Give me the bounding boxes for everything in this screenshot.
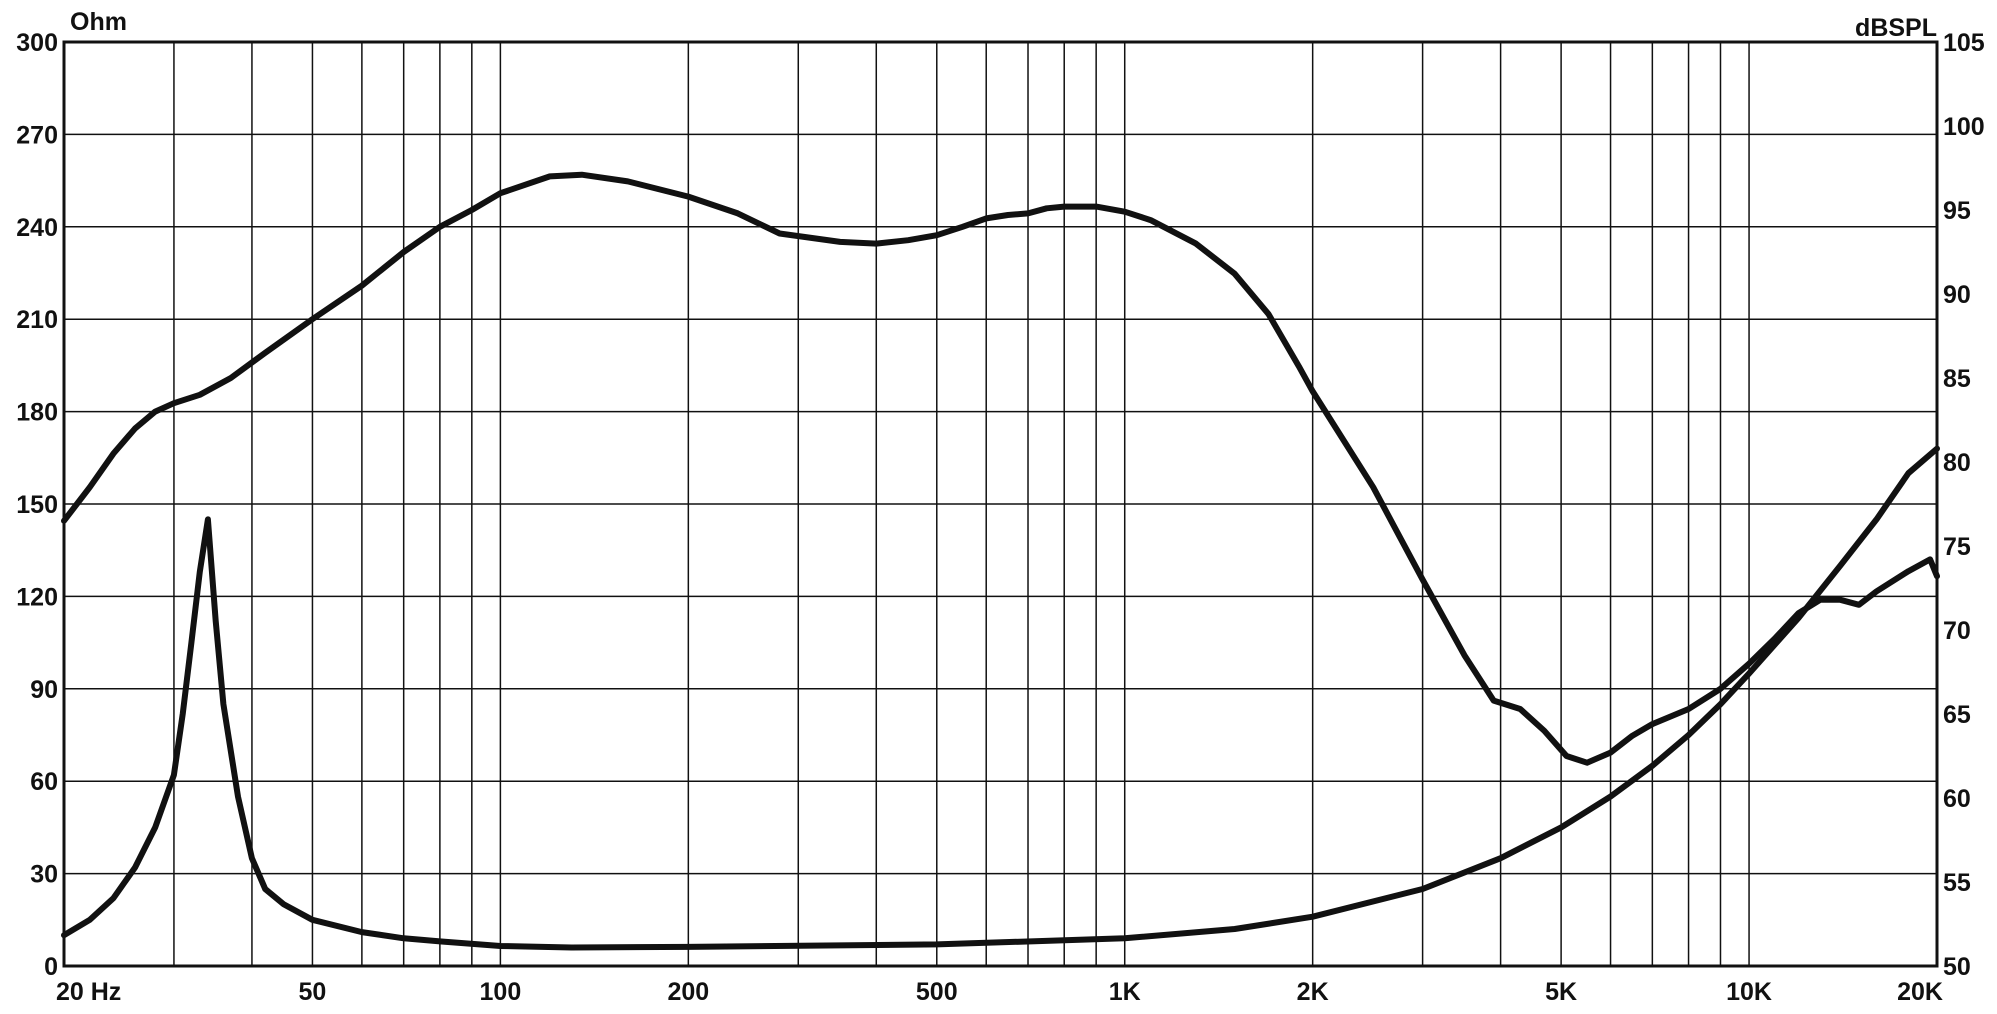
left-axis-tick-label: 30 <box>30 861 58 889</box>
x-axis-tick-label: 2K <box>1297 978 1329 1006</box>
spl-response-line <box>61 171 1940 766</box>
axis-labels: Ohm dBSPL 0 30 60 90 120 150 180 210 240 270 300 50… <box>16 8 1985 1006</box>
right-axis-unit: dBSPL <box>1855 14 1937 42</box>
right-axis-tick-label: 105 <box>1943 29 1985 57</box>
left-axis-tick-label: 180 <box>16 399 58 427</box>
x-axis-tick-label: 20K <box>1897 978 1943 1006</box>
left-axis-tick-label: 210 <box>16 306 58 334</box>
left-axis-tick-label: 120 <box>16 583 58 611</box>
x-axis-tick-label: 20 Hz <box>56 978 121 1006</box>
x-axis-tick-label: 50 <box>299 978 327 1006</box>
right-axis-tick-label: 100 <box>1943 113 1985 141</box>
left-axis-tick-label: 240 <box>16 214 58 242</box>
left-axis-tick-label: 150 <box>16 491 58 519</box>
right-axis-tick-label: 75 <box>1943 533 1971 561</box>
right-axis-tick-label: 85 <box>1943 365 1971 393</box>
x-axis-tick-label: 10K <box>1726 978 1772 1006</box>
left-axis-unit: Ohm <box>70 8 127 36</box>
right-axis-tick-label: 80 <box>1943 449 1971 477</box>
right-axis-tick-label: 90 <box>1943 281 1971 309</box>
left-axis-tick-label: 60 <box>30 768 58 796</box>
left-axis-tick-label: 270 <box>16 121 58 149</box>
right-axis-tick-label: 65 <box>1943 701 1971 729</box>
x-axis-tick-label: 1K <box>1109 978 1141 1006</box>
plot-frame <box>62 40 1939 968</box>
left-axis-tick-label: 90 <box>30 676 58 704</box>
grid-lines <box>64 42 1937 966</box>
right-axis-tick-label: 95 <box>1943 197 1971 225</box>
right-axis-tick-label: 50 <box>1943 953 1971 981</box>
left-axis-tick-label: 0 <box>44 953 58 981</box>
impedance-line <box>61 445 1940 951</box>
x-axis-tick-label: 500 <box>916 978 958 1006</box>
right-axis-tick-label: 60 <box>1943 785 1971 813</box>
right-axis-tick-label: 70 <box>1943 617 1971 645</box>
x-axis-tick-label: 200 <box>667 978 709 1006</box>
left-axis-tick-label: 300 <box>16 29 58 57</box>
right-axis-tick-label: 55 <box>1943 869 1971 897</box>
data-series <box>61 171 1940 951</box>
x-axis-tick-label: 100 <box>480 978 522 1006</box>
x-axis-tick-label: 5K <box>1545 978 1577 1006</box>
